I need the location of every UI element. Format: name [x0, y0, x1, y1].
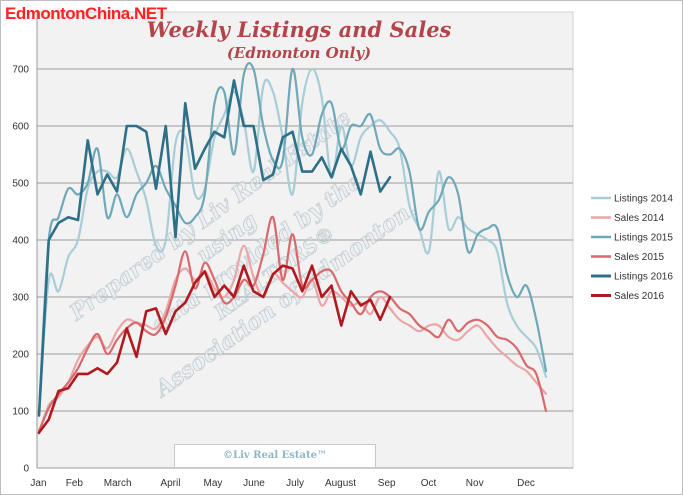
chart-title: Weekly Listings and Sales — [147, 17, 452, 42]
y-tick-label: 200 — [12, 350, 29, 361]
y-axis: 0 100 200 300 400 500 600 700 — [12, 12, 38, 475]
legend-label-listings-2015: Listings 2015 — [614, 233, 673, 244]
copyright-box: ©Liv Real Estate™ — [174, 444, 376, 468]
series-line-sales-2015 — [37, 215, 548, 433]
site-watermark: EdmontonChina.NET — [5, 4, 167, 23]
x-tick-label: Dec — [517, 478, 535, 489]
y-tick-label: 500 — [12, 179, 29, 190]
series-line-sales-2014 — [37, 244, 548, 435]
chart-subtitle: (Edmonton Only) — [227, 44, 371, 62]
x-tick-label: June — [243, 478, 265, 489]
series-line-listings-2015 — [37, 62, 548, 415]
x-tick-label: Jan — [30, 478, 46, 489]
y-tick-label: 300 — [12, 293, 29, 304]
legend-label-sales-2015: Sales 2015 — [614, 252, 664, 263]
x-tick-label: March — [104, 478, 132, 489]
legend: Listings 2014 Sales 2014 Listings 2015 Sale… — [591, 194, 673, 302]
x-tick-label: Sep — [378, 478, 396, 489]
legend-label-listings-2014: Listings 2014 — [614, 194, 673, 205]
y-tick-label: 700 — [12, 65, 29, 76]
x-tick-label: Oct — [421, 478, 437, 489]
x-tick-label: May — [203, 478, 222, 489]
series-line-listings-2016 — [37, 79, 392, 417]
x-tick-label: August — [325, 478, 356, 489]
gridlines — [37, 68, 573, 469]
series-line-sales-2016 — [37, 264, 392, 434]
x-tick-label: Nov — [466, 478, 484, 489]
y-tick-label: 400 — [12, 236, 29, 247]
x-tick-label: April — [160, 478, 180, 489]
series-lines — [37, 62, 548, 435]
legend-label-listings-2016: Listings 2016 — [614, 272, 673, 283]
y-tick-label: 0 — [23, 464, 29, 475]
legend-label-sales-2014: Sales 2014 — [614, 213, 664, 224]
y-tick-label: 600 — [12, 122, 29, 133]
x-tick-label: July — [286, 478, 304, 489]
y-tick-label: 100 — [12, 407, 29, 418]
legend-label-sales-2016: Sales 2016 — [614, 291, 664, 302]
x-tick-label: Feb — [66, 478, 84, 489]
x-axis: Jan Feb March April May June July August Sep Oct N… — [30, 478, 534, 489]
